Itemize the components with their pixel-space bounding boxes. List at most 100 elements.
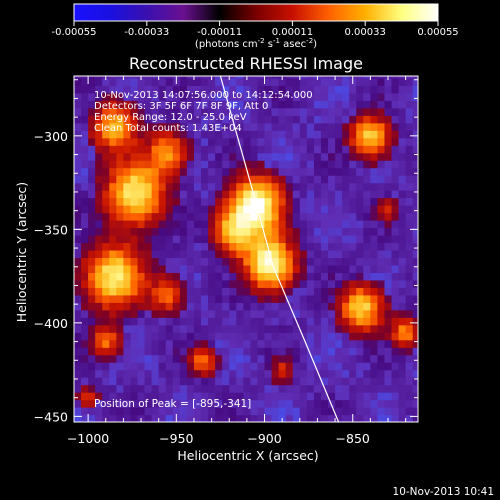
heatmap-cell <box>292 324 301 333</box>
heatmap-cell <box>405 122 414 131</box>
heatmap-cell <box>130 287 139 296</box>
heatmap-cell <box>236 76 244 79</box>
heatmap-cell <box>264 407 273 416</box>
heatmap-cell <box>391 175 400 184</box>
heatmap-cell <box>320 234 329 244</box>
heatmap-cell <box>236 347 244 356</box>
heatmap-cell <box>285 369 294 378</box>
heatmap-cell <box>215 76 223 79</box>
heatmap-cell <box>201 220 209 229</box>
heatmap-cell <box>201 332 209 341</box>
heatmap-cell <box>130 309 139 318</box>
heatmap-cell <box>320 272 329 281</box>
heatmap-cell <box>278 190 287 199</box>
heatmap-cell <box>144 107 153 116</box>
heatmap-cell <box>243 137 252 146</box>
heatmap-cell <box>278 302 287 311</box>
heatmap-cell <box>299 287 308 296</box>
heatmap-cell <box>405 264 414 273</box>
heatmap-cell <box>95 347 103 356</box>
info-annotations: 10-Nov-2013 14:07:56.000 to 14:12:54.000… <box>94 90 313 134</box>
heatmap-cell <box>349 182 357 191</box>
heatmap-cell <box>109 122 117 131</box>
heatmap-cell <box>74 354 82 363</box>
heatmap-cell <box>306 249 315 259</box>
heatmap-cell <box>109 175 117 184</box>
heatmap-cell <box>257 287 266 296</box>
heatmap-cell <box>349 190 357 199</box>
heatmap-cell <box>306 220 315 229</box>
heatmap-cell <box>391 145 400 154</box>
heatmap-cell <box>179 100 188 109</box>
heatmap-cell <box>285 317 294 326</box>
heatmap-cell <box>179 115 188 124</box>
heatmap-cell <box>109 272 117 281</box>
heatmap-cell <box>74 145 82 154</box>
heatmap-cell <box>229 347 237 356</box>
heatmap-cell <box>165 220 174 229</box>
heatmap-cell <box>271 302 280 311</box>
heatmap-cell <box>186 115 195 124</box>
heatmap-cell <box>250 279 259 288</box>
heatmap-cell <box>201 77 209 86</box>
heatmap-cell <box>363 182 371 191</box>
heatmap-cell <box>137 339 146 348</box>
heatmap-cell <box>271 324 280 333</box>
heatmap-cell <box>102 137 110 146</box>
heatmap-cell <box>271 100 280 109</box>
heatmap-cell <box>158 76 167 79</box>
heatmap-cell <box>377 347 386 356</box>
heatmap-cell <box>186 145 195 154</box>
heatmap-cell <box>299 107 308 116</box>
heatmap-cell <box>306 302 315 311</box>
heatmap-cell <box>264 145 273 154</box>
heatmap-cell <box>349 167 357 176</box>
heatmap-cell <box>328 167 336 176</box>
heatmap-cell <box>328 287 336 296</box>
heatmap-cell <box>95 399 103 408</box>
heatmap-cell <box>243 257 252 266</box>
heatmap-cell <box>201 294 209 303</box>
heatmap-cell <box>215 354 223 363</box>
heatmap-cell <box>81 399 89 408</box>
heatmap-cell <box>144 264 153 273</box>
heatmap-cell <box>349 332 357 341</box>
heatmap-cell <box>264 279 273 288</box>
heatmap-cell <box>328 85 336 94</box>
heatmap-cell <box>215 384 223 393</box>
heatmap-cell <box>144 115 153 124</box>
heatmap-cell <box>116 347 124 356</box>
heatmap-cell <box>299 294 308 303</box>
heatmap-cell <box>109 264 117 273</box>
heatmap-cell <box>271 287 280 296</box>
heatmap-cell <box>412 76 418 79</box>
heatmap-cell <box>144 122 153 131</box>
heatmap-cell <box>116 407 124 416</box>
heatmap-cell <box>335 309 343 318</box>
heatmap-cell <box>264 85 273 94</box>
heatmap-cell <box>102 234 110 244</box>
colorbar-tick-label: -0.00033 <box>124 27 169 38</box>
heatmap-cell <box>391 92 400 101</box>
heatmap-cell <box>123 182 132 191</box>
heatmap-cell <box>144 92 153 101</box>
heatmap-cell <box>313 242 322 251</box>
heatmap-cell <box>165 384 174 393</box>
heatmap-cell <box>236 220 244 229</box>
heatmap-cell <box>313 92 322 101</box>
heatmap-cell <box>130 212 139 221</box>
colorbar <box>74 4 438 21</box>
heatmap-cell <box>299 85 308 94</box>
heatmap-cell <box>81 190 89 199</box>
heatmap-cell <box>165 227 174 236</box>
heatmap-cell <box>137 130 146 139</box>
heatmap-cell <box>137 302 146 311</box>
solar-limb-line <box>219 76 340 422</box>
heatmap-cell <box>109 339 117 348</box>
heatmap-cell <box>250 264 259 273</box>
heatmap-cell <box>116 152 124 161</box>
heatmap-cell <box>88 234 96 244</box>
heatmap-cell <box>193 122 202 131</box>
heatmap-cell <box>95 220 103 229</box>
